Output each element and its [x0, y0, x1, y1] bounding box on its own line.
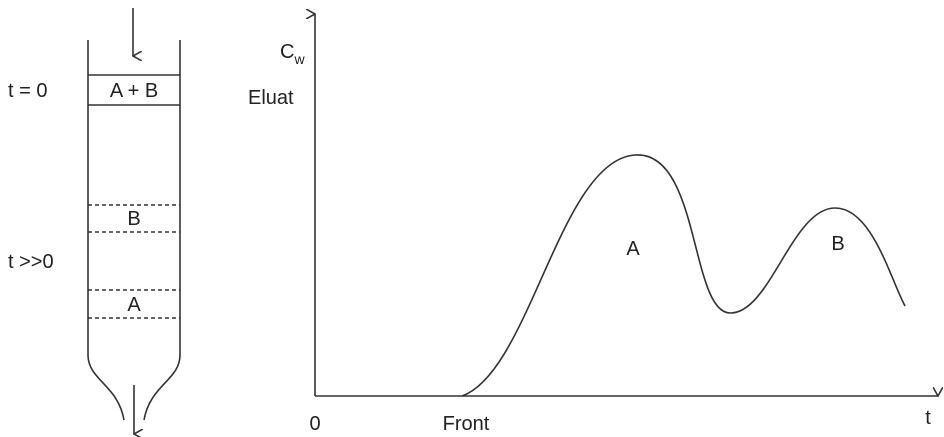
column: t = 0 t >>0 A + B B A	[8, 8, 181, 434]
column-wall-right	[143, 40, 181, 421]
column-wall-left	[87, 40, 125, 421]
elution-curve	[461, 154, 906, 397]
chromatogram: Cw Eluat 0 Front t A B	[248, 14, 938, 435]
band-label: A + B	[110, 80, 158, 102]
y-axis-label-sub: w	[293, 51, 305, 67]
y-axis-label: Cw	[280, 41, 305, 67]
y-axis-label-2: Eluat	[248, 87, 294, 109]
band-label: B	[127, 208, 140, 230]
y-axis-label-main: C	[280, 41, 294, 63]
time-label: t >>0	[8, 251, 54, 273]
time-label: t = 0	[8, 80, 47, 102]
origin-label: 0	[309, 413, 320, 435]
peak-label: A	[626, 238, 640, 260]
band-label: A	[127, 294, 141, 316]
x-axis-label: t	[925, 407, 931, 429]
peak-label: B	[831, 233, 844, 255]
front-label: Front	[443, 413, 490, 435]
